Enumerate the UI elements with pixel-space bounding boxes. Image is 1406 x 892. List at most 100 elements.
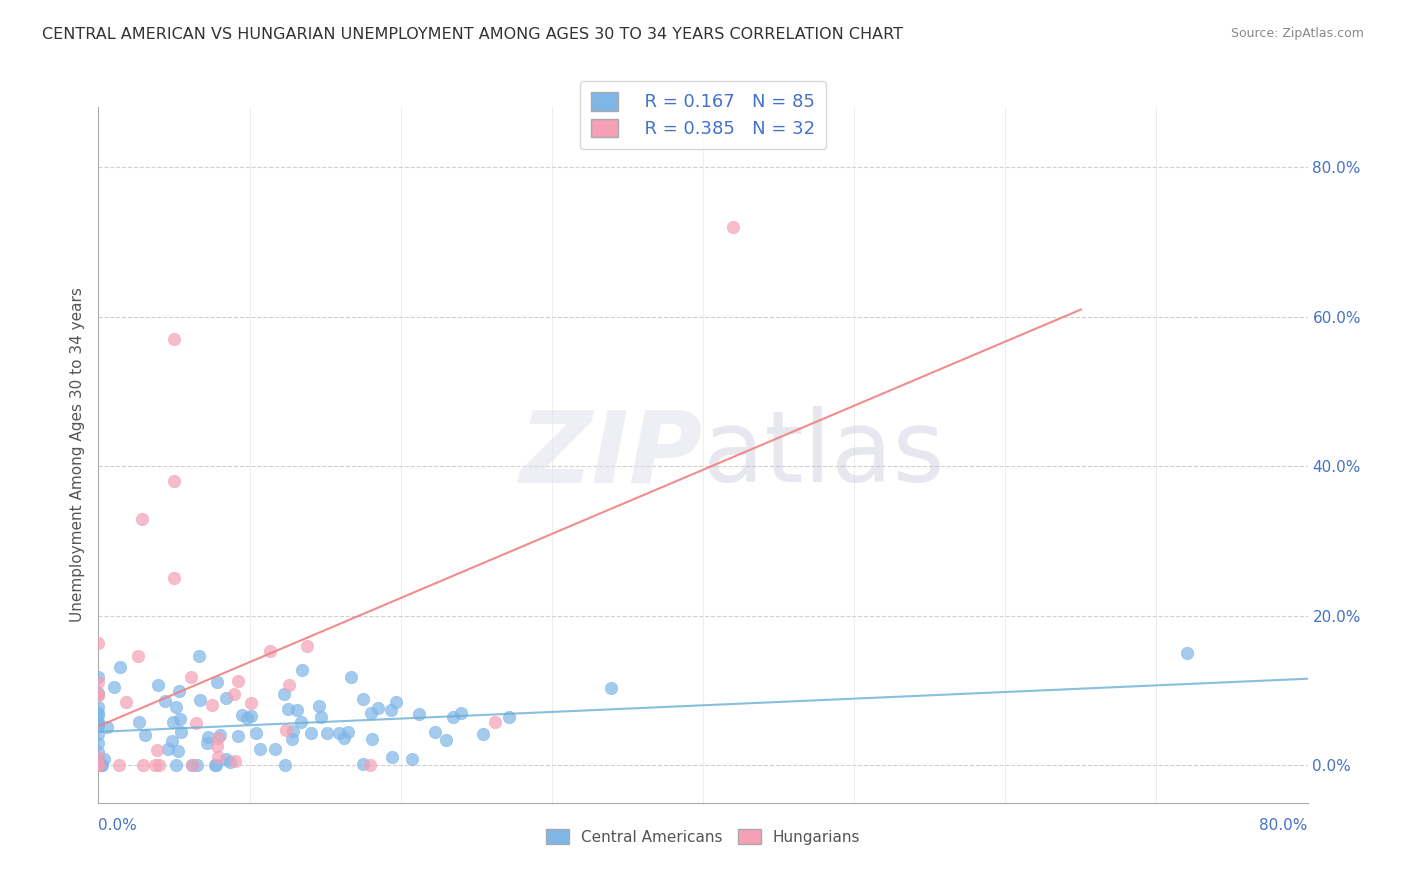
- Point: [197, 731, 219, 745]
- Point: [316, 726, 339, 740]
- Point: [87, 752, 110, 766]
- Point: [134, 728, 156, 742]
- Point: [277, 678, 299, 692]
- Point: [90, 758, 112, 772]
- Point: [309, 710, 332, 724]
- Legend: Central Americans, Hungarians: Central Americans, Hungarians: [540, 822, 866, 851]
- Point: [87, 750, 110, 764]
- Point: [245, 726, 267, 740]
- Text: 80.0%: 80.0%: [1260, 818, 1308, 833]
- Point: [208, 728, 231, 742]
- Point: [87, 758, 110, 772]
- Point: [214, 691, 236, 706]
- Point: [259, 643, 281, 657]
- Point: [163, 474, 186, 488]
- Point: [207, 674, 229, 689]
- Point: [498, 710, 520, 724]
- Point: [360, 731, 382, 746]
- Point: [163, 332, 186, 346]
- Point: [87, 699, 110, 714]
- Point: [352, 692, 374, 706]
- Point: [336, 725, 359, 739]
- Point: [107, 758, 129, 772]
- Point: [87, 688, 110, 702]
- Point: [263, 742, 285, 756]
- Point: [204, 758, 226, 772]
- Point: [87, 707, 110, 722]
- Point: [87, 718, 110, 732]
- Point: [87, 758, 110, 772]
- Point: [352, 757, 374, 772]
- Point: [128, 715, 150, 730]
- Point: [308, 699, 330, 714]
- Point: [226, 729, 249, 743]
- Point: [295, 639, 318, 653]
- Point: [207, 731, 229, 746]
- Point: [236, 711, 259, 725]
- Point: [87, 745, 110, 759]
- Point: [285, 703, 308, 717]
- Point: [340, 670, 363, 684]
- Point: [165, 758, 187, 772]
- Point: [87, 706, 110, 720]
- Point: [87, 674, 110, 689]
- Point: [87, 736, 110, 750]
- Point: [148, 758, 170, 772]
- Point: [280, 731, 302, 746]
- Point: [180, 670, 202, 684]
- Point: [434, 733, 457, 747]
- Point: [360, 706, 382, 720]
- Point: [180, 758, 202, 772]
- Point: [156, 742, 179, 756]
- Point: [249, 741, 271, 756]
- Point: [441, 710, 464, 724]
- Point: [163, 571, 186, 585]
- Point: [385, 695, 408, 709]
- Point: [165, 699, 187, 714]
- Point: [381, 749, 404, 764]
- Point: [484, 715, 506, 730]
- Point: [132, 758, 155, 772]
- Point: [226, 674, 249, 689]
- Point: [281, 723, 304, 738]
- Point: [115, 695, 138, 709]
- Text: Source: ZipAtlas.com: Source: ZipAtlas.com: [1230, 27, 1364, 40]
- Point: [146, 743, 169, 757]
- Point: [87, 688, 110, 702]
- Point: [110, 660, 132, 674]
- Point: [277, 702, 299, 716]
- Point: [367, 701, 389, 715]
- Point: [195, 736, 218, 750]
- Point: [276, 723, 298, 737]
- Point: [170, 724, 193, 739]
- Point: [87, 686, 110, 700]
- Y-axis label: Unemployment Among Ages 30 to 34 years: Unemployment Among Ages 30 to 34 years: [69, 287, 84, 623]
- Point: [146, 678, 169, 692]
- Point: [204, 758, 226, 772]
- Point: [187, 649, 209, 664]
- Point: [207, 749, 229, 764]
- Point: [723, 219, 745, 234]
- Point: [231, 708, 253, 723]
- Point: [359, 758, 381, 772]
- Point: [423, 725, 446, 739]
- Point: [87, 670, 110, 684]
- Point: [600, 681, 623, 696]
- Point: [167, 744, 190, 758]
- Point: [160, 734, 183, 748]
- Point: [103, 680, 125, 694]
- Point: [219, 755, 242, 769]
- Point: [290, 663, 312, 677]
- Point: [380, 703, 402, 717]
- Text: ZIP: ZIP: [520, 407, 703, 503]
- Text: atlas: atlas: [703, 407, 945, 503]
- Point: [401, 752, 423, 766]
- Point: [273, 687, 295, 701]
- Point: [215, 752, 238, 766]
- Point: [186, 715, 208, 730]
- Point: [127, 649, 149, 664]
- Point: [87, 758, 110, 772]
- Point: [274, 758, 297, 772]
- Point: [87, 714, 110, 729]
- Point: [131, 512, 153, 526]
